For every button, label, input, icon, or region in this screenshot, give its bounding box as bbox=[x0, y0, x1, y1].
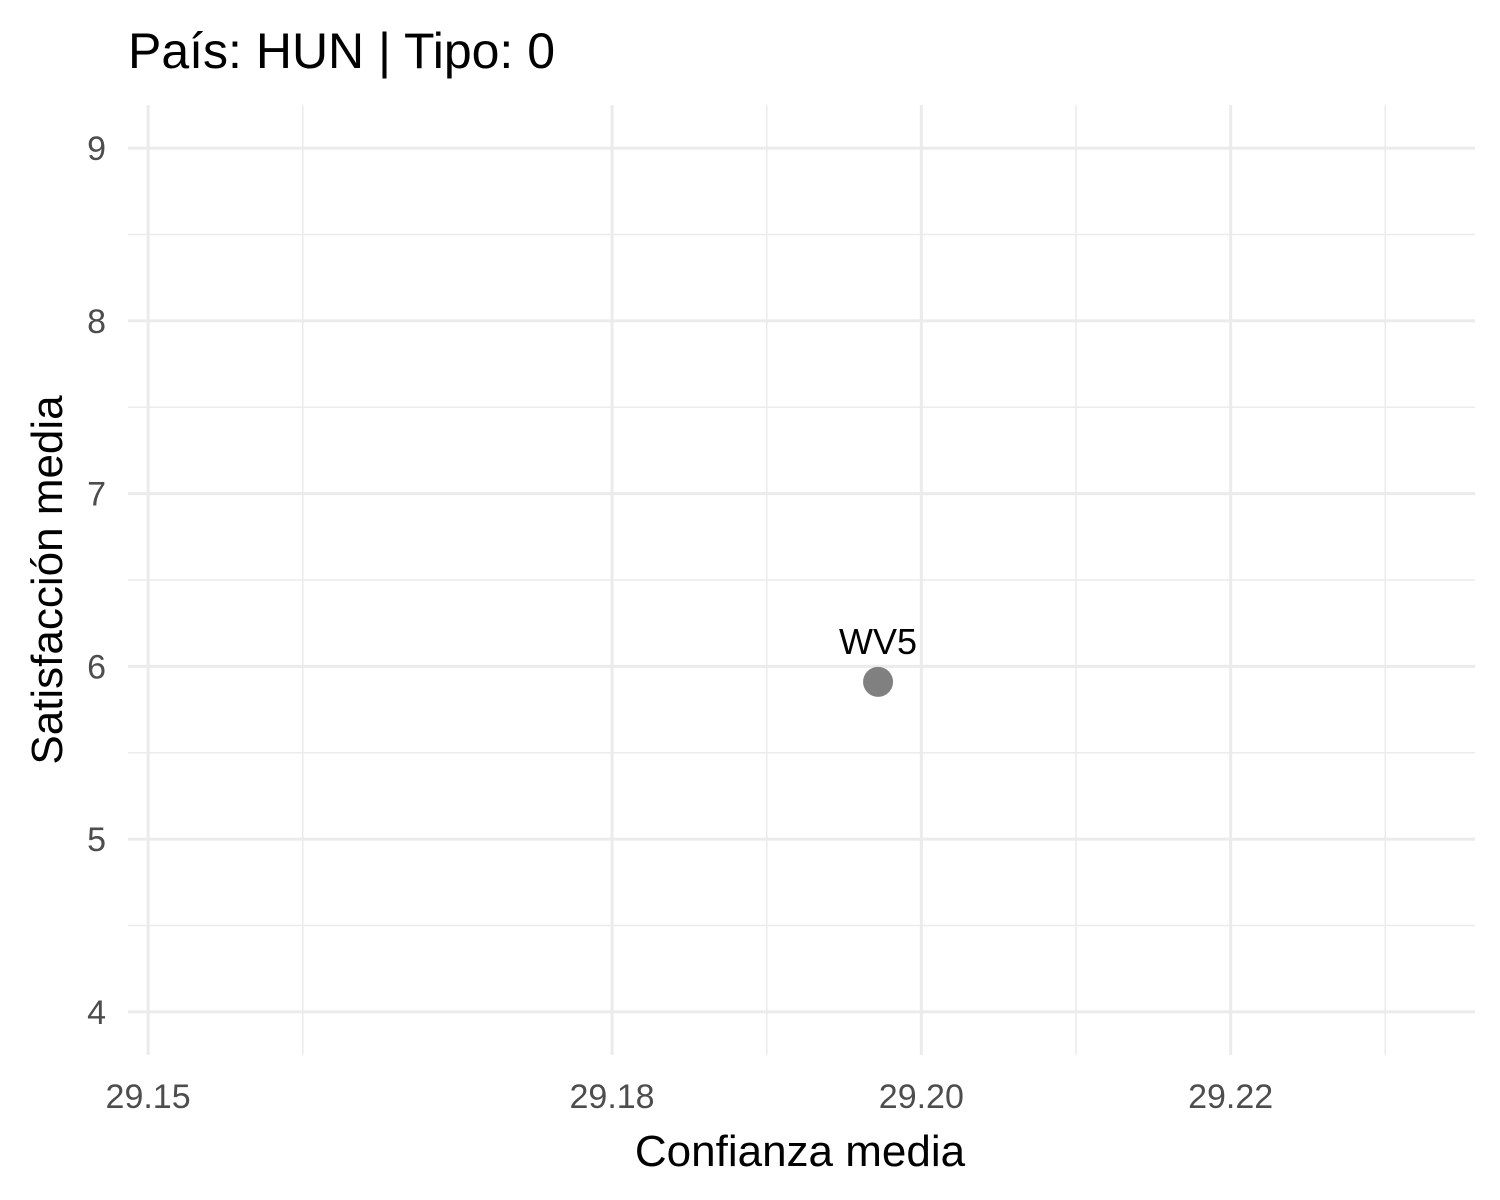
x-tick-label: 29.22 bbox=[1188, 1078, 1273, 1116]
x-axis-title: Confianza media bbox=[635, 1127, 966, 1176]
y-tick-label: 4 bbox=[87, 994, 106, 1032]
major-gridlines bbox=[128, 105, 1475, 1055]
data-point-label: WV5 bbox=[839, 621, 917, 662]
y-tick-label: 6 bbox=[87, 648, 106, 686]
y-axis-tick-labels: 4 5 6 7 8 9 bbox=[87, 130, 106, 1032]
data-point bbox=[863, 666, 894, 697]
x-tick-label: 29.18 bbox=[570, 1078, 655, 1116]
chart-title: País: HUN | Tipo: 0 bbox=[128, 23, 555, 79]
x-tick-label: 29.20 bbox=[879, 1078, 964, 1116]
y-tick-label: 5 bbox=[87, 821, 106, 859]
data-points: WV5 bbox=[839, 621, 917, 697]
y-tick-label: 8 bbox=[87, 303, 106, 341]
x-tick-label: 29.15 bbox=[106, 1078, 191, 1116]
y-tick-label: 7 bbox=[87, 476, 106, 514]
minor-gridlines bbox=[128, 105, 1475, 1055]
y-tick-label: 9 bbox=[87, 130, 106, 168]
x-axis-tick-labels: 29.15 29.18 29.20 29.22 bbox=[106, 1078, 1274, 1116]
y-axis-title: Satisfacción media bbox=[23, 395, 72, 765]
